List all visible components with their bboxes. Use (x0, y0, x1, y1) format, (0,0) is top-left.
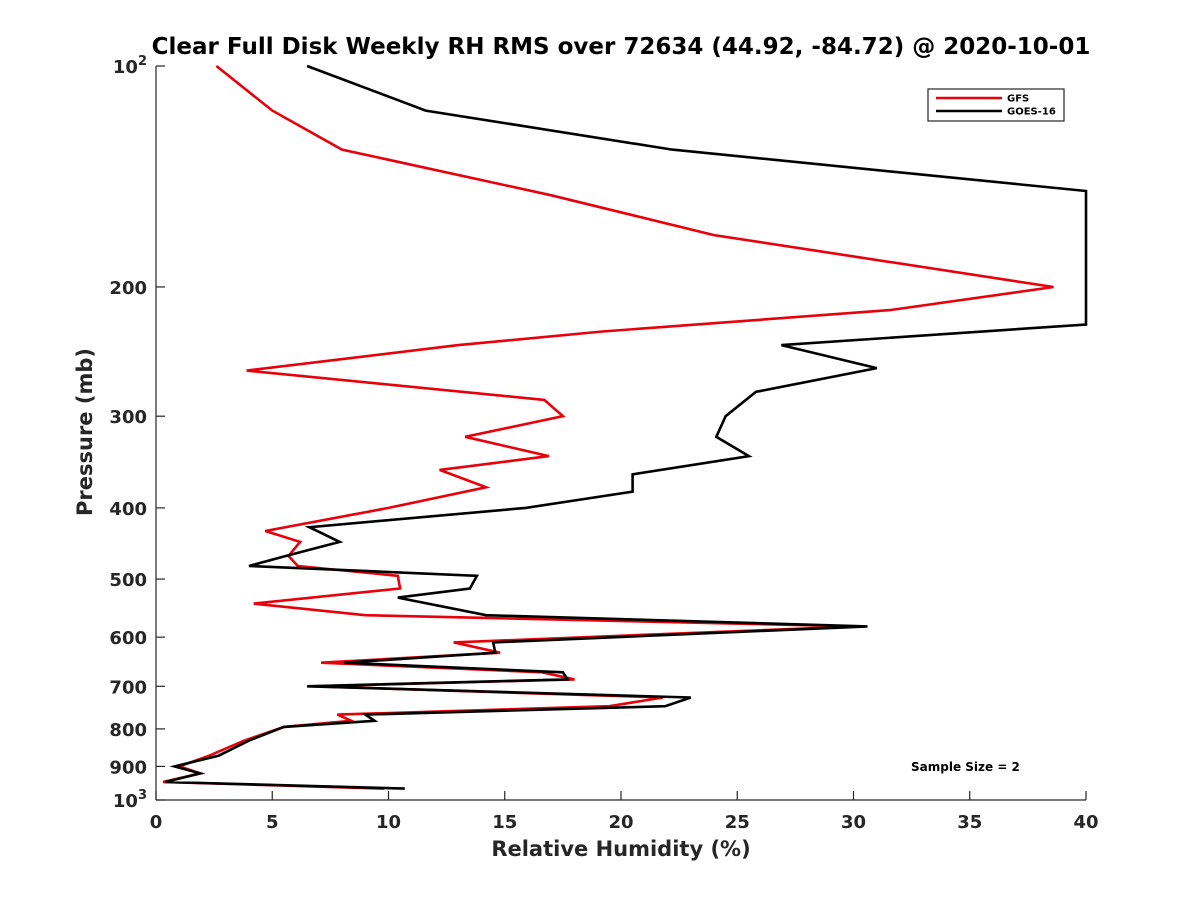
x-tick-label: 0 (150, 812, 163, 833)
y-tick-label: 200 (109, 278, 147, 299)
y-tick-label: 300 (109, 407, 147, 428)
y-axis-label: Pressure (mb) (73, 348, 97, 516)
legend-label-goes16: GOES-16 (1007, 107, 1056, 118)
legend-box (927, 88, 1065, 122)
x-tick-label: 15 (492, 812, 517, 833)
series-lines (162, 64, 1088, 790)
x-axis-label: Relative Humidity (%) (491, 837, 750, 861)
y-tick-label: 102 (113, 54, 147, 78)
x-tick-label: 30 (841, 812, 866, 833)
chart-title: Clear Full Disk Weekly RH RMS over 72634… (152, 34, 1091, 60)
legend-label-gfs: GFS (1007, 94, 1029, 105)
y-tick-label: 103 (113, 788, 147, 812)
sample-size-annotation: Sample Size = 2 (911, 760, 1020, 774)
y-tick-label: 600 (109, 628, 147, 649)
chart-legend: GFS GOES-16 (927, 88, 1065, 122)
y-tick-label: 500 (109, 570, 147, 591)
x-tick-label: 5 (266, 812, 279, 833)
y-tick-label: 700 (109, 677, 147, 698)
x-axis-ticks: 0 5 10 15 20 25 30 35 40 (150, 791, 1099, 833)
y-axis-ticks: 102 200 300 400 500 600 700 800 900 103 (109, 54, 165, 812)
x-tick-label: 20 (608, 812, 633, 833)
x-tick-label: 10 (376, 812, 401, 833)
series-line-goes16 (164, 64, 1088, 790)
x-tick-label: 35 (957, 812, 982, 833)
series-line-gfs (162, 64, 1054, 790)
y-tick-label: 400 (109, 499, 147, 520)
y-tick-label: 900 (109, 757, 147, 778)
y-tick-label: 800 (109, 720, 147, 741)
x-tick-label: 40 (1073, 812, 1098, 833)
x-tick-label: 25 (725, 812, 750, 833)
